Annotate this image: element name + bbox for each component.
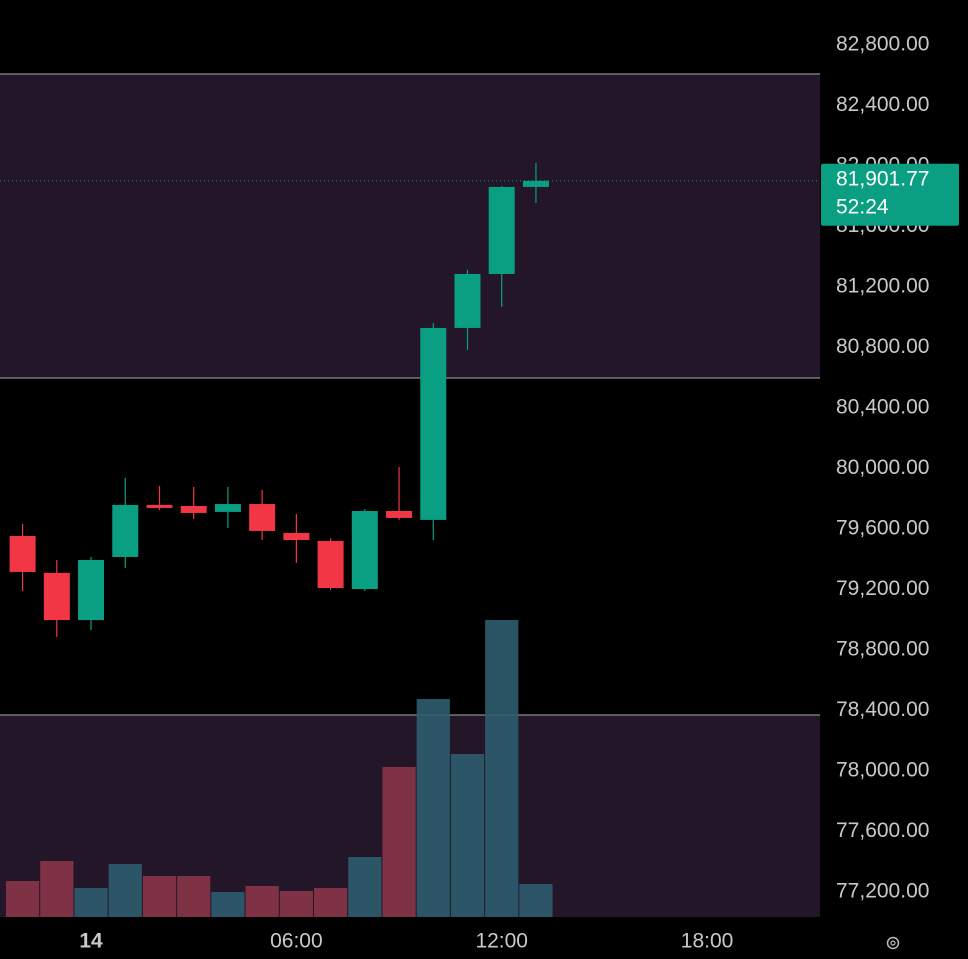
volume-bar <box>211 892 245 917</box>
candle-body <box>488 186 515 274</box>
volume-bar <box>40 861 74 917</box>
candle-body <box>43 572 70 621</box>
last-price-box <box>821 163 959 226</box>
volume-bar <box>177 876 211 917</box>
volume-bar <box>519 884 553 917</box>
y-tick-label: 81,200.00 <box>836 275 929 298</box>
last-price-label: 81,901.77 <box>836 167 929 190</box>
candle-body <box>112 504 139 557</box>
candle-body <box>146 504 173 508</box>
volume-bar <box>245 886 279 917</box>
candle-body <box>214 504 241 512</box>
volume-bar <box>74 888 108 917</box>
volume-bar <box>142 876 177 917</box>
x-tick-label: 12:00 <box>475 930 528 953</box>
candle-body <box>351 510 378 590</box>
x-tick-label: 06:00 <box>270 930 323 953</box>
y-tick-label: 78,400.00 <box>836 698 929 721</box>
countdown-label: 52:24 <box>836 195 889 218</box>
y-tick-label: 82,400.00 <box>836 93 929 116</box>
volume-bar <box>450 754 485 917</box>
candle-body <box>9 535 36 572</box>
x-tick-label: 14 <box>79 930 103 953</box>
volume-bar <box>313 888 348 917</box>
volume-bar <box>348 857 382 917</box>
volume-bar <box>279 891 313 917</box>
y-tick-label: 80,400.00 <box>836 396 929 419</box>
y-tick-label: 80,000.00 <box>836 456 929 479</box>
y-tick-label: 77,600.00 <box>836 819 929 842</box>
candle-body <box>454 273 481 328</box>
candle-body <box>283 532 310 541</box>
candle-body <box>180 505 207 513</box>
candle-body <box>78 560 105 621</box>
volume-bar <box>5 881 40 917</box>
zone <box>0 73 820 379</box>
settings-icon[interactable] <box>886 936 900 950</box>
y-tick-label: 79,600.00 <box>836 517 929 540</box>
candle-body <box>522 180 549 187</box>
volume-bar <box>382 767 416 917</box>
y-tick-label: 79,200.00 <box>836 577 929 600</box>
y-tick-label: 78,000.00 <box>836 759 929 782</box>
candle-body <box>317 540 344 588</box>
y-tick-label: 80,800.00 <box>836 335 929 358</box>
volume-bar <box>485 620 519 917</box>
volume-bar <box>108 864 142 917</box>
y-tick-label: 82,800.00 <box>836 32 929 55</box>
volume-bar <box>416 699 450 917</box>
candle-body <box>386 510 413 518</box>
candle-body <box>420 327 447 520</box>
candle-body <box>249 504 276 531</box>
y-tick-label: 77,200.00 <box>836 880 929 903</box>
y-tick-label: 78,800.00 <box>836 638 929 661</box>
x-tick-label: 18:00 <box>681 930 734 953</box>
